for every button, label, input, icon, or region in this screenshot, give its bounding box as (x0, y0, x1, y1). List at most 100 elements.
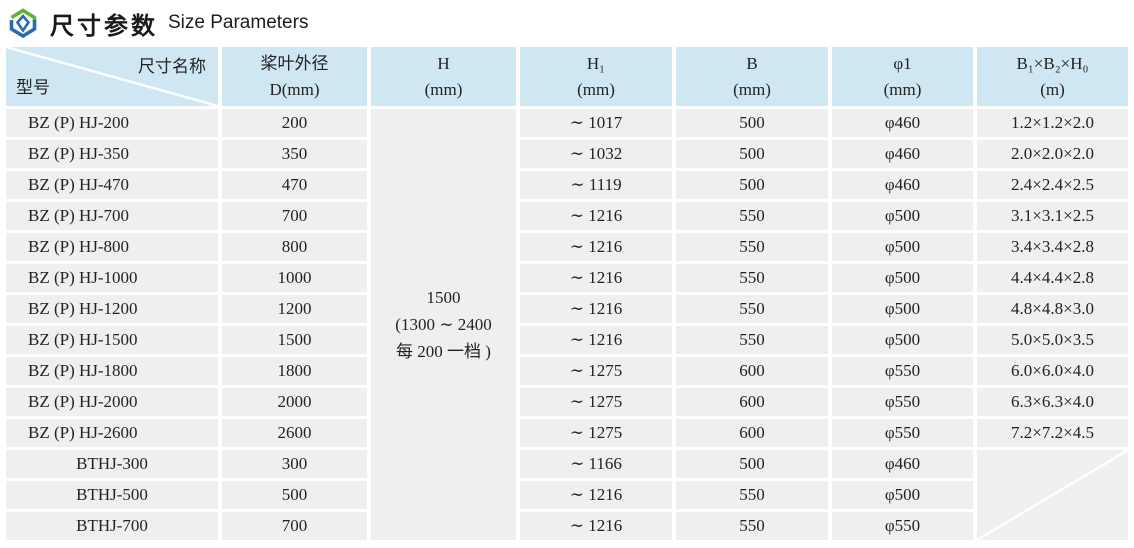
d-cell: 1500 (222, 326, 367, 354)
tank-cell: 2.4×2.4×2.5 (977, 171, 1128, 199)
model-cell: BZ (P) HJ-1800 (6, 357, 218, 385)
table-row: BZ (P) HJ-350 350 ∼ 1032 500 φ460 2.0×2.… (6, 140, 1128, 168)
col-header-tank: B₁×B₂×H₀ (m) (977, 47, 1128, 106)
phi-cell: φ550 (832, 388, 973, 416)
model-cell: BZ (P) HJ-200 (6, 109, 218, 137)
table-row: BZ (P) HJ-200 200 1500 (1300 ∼ 2400 每 20… (6, 109, 1128, 540)
d-cell: 350 (222, 140, 367, 168)
tank-cell: 6.3×6.3×4.0 (977, 388, 1128, 416)
model-cell: BZ (P) HJ-1200 (6, 295, 218, 323)
table-row: BZ (P) HJ-1000 1000 ∼ 1216 550 φ500 4.4×… (6, 264, 1128, 292)
b-cell: 550 (676, 264, 828, 292)
page-subtitle: Size Parameters (168, 12, 309, 33)
corner-label-model: 型号 (16, 78, 50, 97)
h1-cell: ∼ 1166 (520, 450, 672, 478)
b-cell: 550 (676, 202, 828, 230)
model-cell: BZ (P) HJ-2600 (6, 419, 218, 447)
table-row: BZ (P) HJ-2000 2000 ∼ 1275 600 φ550 6.3×… (6, 388, 1128, 416)
b-cell: 550 (676, 326, 828, 354)
h1-cell: ∼ 1216 (520, 295, 672, 323)
tank-merged-empty-cell (977, 450, 1128, 540)
b-cell: 500 (676, 171, 828, 199)
d-cell: 470 (222, 171, 367, 199)
phi-cell: φ460 (832, 140, 973, 168)
phi-cell: φ500 (832, 202, 973, 230)
d-cell: 700 (222, 202, 367, 230)
d-cell: 1000 (222, 264, 367, 292)
b-cell: 600 (676, 419, 828, 447)
model-cell: BZ (P) HJ-350 (6, 140, 218, 168)
phi-cell: φ460 (832, 109, 973, 137)
tank-cell: 4.8×4.8×3.0 (977, 295, 1128, 323)
b-cell: 500 (676, 109, 828, 137)
table-row: BZ (P) HJ-1800 1800 ∼ 1275 600 φ550 6.0×… (6, 357, 1128, 385)
b-cell: 600 (676, 388, 828, 416)
phi-cell: φ500 (832, 264, 973, 292)
brand-logo-icon (9, 8, 37, 39)
phi-cell: φ550 (832, 419, 973, 447)
corner-label-size-name: 尺寸名称 (138, 57, 206, 76)
table-row: BTHJ-700 700 ∼ 1216 550 φ550 (6, 512, 1128, 540)
h1-cell: ∼ 1216 (520, 264, 672, 292)
size-parameters-table: 尺寸名称 型号 桨叶外径 D(mm) H (mm) H₁ (mm) B (mm) φ1(… (2, 44, 1132, 543)
b-cell: 550 (676, 295, 828, 323)
table-row: BZ (P) HJ-2600 2600 ∼ 1275 600 φ550 7.2×… (6, 419, 1128, 447)
page-title: 尺寸参数 (50, 12, 158, 40)
h-merged-cell: 1500 (1300 ∼ 2400 每 200 一档 ) (371, 109, 516, 540)
phi-cell: φ500 (832, 326, 973, 354)
table-header-row: 尺寸名称 型号 桨叶外径 D(mm) H (mm) H₁ (mm) B (mm) φ1(… (6, 47, 1128, 106)
phi-cell: φ500 (832, 295, 973, 323)
tank-cell: 7.2×7.2×4.5 (977, 419, 1128, 447)
b-cell: 550 (676, 233, 828, 261)
h1-cell: ∼ 1216 (520, 233, 672, 261)
corner-header-cell: 尺寸名称 型号 (6, 47, 218, 106)
phi-cell: φ460 (832, 171, 973, 199)
table-row: BZ (P) HJ-700 700 ∼ 1216 550 φ500 3.1×3.… (6, 202, 1128, 230)
tank-cell: 3.1×3.1×2.5 (977, 202, 1128, 230)
table-row: BZ (P) HJ-800 800 ∼ 1216 550 φ500 3.4×3.… (6, 233, 1128, 261)
h1-cell: ∼ 1275 (520, 388, 672, 416)
phi-cell: φ550 (832, 357, 973, 385)
table-row: BTHJ-300 300 ∼ 1166 500 φ460 (6, 450, 1128, 540)
phi-cell: φ550 (832, 512, 973, 540)
table-row: BZ (P) HJ-470 470 ∼ 1119 500 φ460 2.4×2.… (6, 171, 1128, 199)
b-cell: 550 (676, 481, 828, 509)
d-cell: 200 (222, 109, 367, 137)
title-bar: 尺寸参数 Size Parameters (0, 0, 1134, 41)
h1-cell: ∼ 1275 (520, 357, 672, 385)
model-cell: BZ (P) HJ-800 (6, 233, 218, 261)
col-header-b: B (mm) (676, 47, 828, 106)
model-cell: BZ (P) HJ-1000 (6, 264, 218, 292)
model-cell: BTHJ-500 (6, 481, 218, 509)
tank-cell: 1.2×1.2×2.0 (977, 109, 1128, 137)
col-header-h1: H₁ (mm) (520, 47, 672, 106)
h1-cell: ∼ 1275 (520, 419, 672, 447)
d-cell: 700 (222, 512, 367, 540)
col-header-d: 桨叶外径 D(mm) (222, 47, 367, 106)
h1-cell: ∼ 1032 (520, 140, 672, 168)
h1-cell: ∼ 1017 (520, 109, 672, 137)
col-header-h: H (mm) (371, 47, 516, 106)
b-cell: 500 (676, 450, 828, 478)
col-header-phi1: φ1 (mm) (832, 47, 973, 106)
d-cell: 500 (222, 481, 367, 509)
h1-cell: ∼ 1216 (520, 326, 672, 354)
d-cell: 1800 (222, 357, 367, 385)
h1-cell: ∼ 1216 (520, 512, 672, 540)
model-cell: BZ (P) HJ-700 (6, 202, 218, 230)
table-row: BZ (P) HJ-1200 1200 ∼ 1216 550 φ500 4.8×… (6, 295, 1128, 323)
h1-cell: ∼ 1119 (520, 171, 672, 199)
tank-cell: 5.0×5.0×3.5 (977, 326, 1128, 354)
d-cell: 2600 (222, 419, 367, 447)
tank-cell: 6.0×6.0×4.0 (977, 357, 1128, 385)
phi-cell: φ500 (832, 233, 973, 261)
phi-cell: φ460 (832, 450, 973, 478)
tank-cell: 4.4×4.4×2.8 (977, 264, 1128, 292)
table-row: BZ (P) HJ-1500 1500 ∼ 1216 550 φ500 5.0×… (6, 326, 1128, 354)
model-cell: BTHJ-300 (6, 450, 218, 478)
h1-cell: ∼ 1216 (520, 481, 672, 509)
d-cell: 300 (222, 450, 367, 478)
model-cell: BZ (P) HJ-1500 (6, 326, 218, 354)
b-cell: 500 (676, 140, 828, 168)
b-cell: 550 (676, 512, 828, 540)
